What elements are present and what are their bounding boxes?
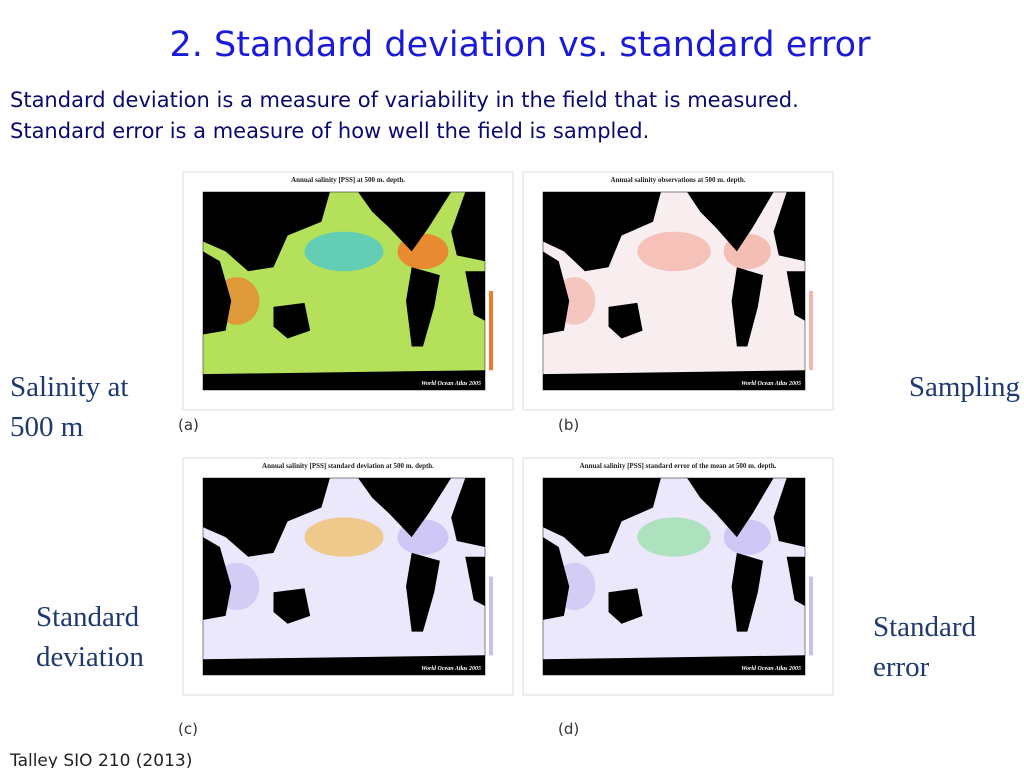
panel-label: 500 m (10, 411, 84, 443)
land (203, 537, 232, 620)
panel-letter: (a) (178, 416, 199, 434)
map-credit: World Ocean Atlas 2005 (741, 381, 801, 387)
ocean-feature (304, 517, 384, 557)
land (687, 192, 774, 252)
land (451, 478, 485, 547)
land (543, 478, 661, 557)
land (773, 192, 805, 262)
land (203, 192, 330, 272)
land (273, 588, 311, 624)
land (543, 192, 661, 272)
land (731, 267, 764, 347)
map-credit: World Ocean Atlas 2005 (741, 666, 801, 672)
land (203, 478, 330, 557)
land (773, 478, 805, 547)
body-text: Standard deviation is a measure of varia… (10, 88, 799, 112)
land (203, 655, 485, 675)
slide-title: 2. Standard deviation vs. standard error (170, 25, 872, 65)
panel-label: Salinity at (10, 371, 128, 403)
footer: Talley SIO 210 (2013) (9, 751, 192, 768)
map-legend (489, 576, 493, 656)
map-credit: World Ocean Atlas 2005 (421, 666, 481, 672)
land (731, 552, 764, 632)
ocean-feature (637, 231, 711, 272)
land (786, 556, 805, 607)
map-credit: World Ocean Atlas 2005 (421, 381, 481, 387)
map-title: Annual salinity [PSS] at 500 m. depth. (291, 176, 405, 184)
land (543, 655, 805, 675)
land (273, 302, 311, 339)
panel-label: Sampling (909, 371, 1020, 403)
land (406, 552, 440, 632)
ocean-feature (637, 517, 711, 557)
land (543, 251, 570, 335)
figure: Annual salinity [PSS] at 500 m. depth. Wo… (10, 171, 1020, 738)
map-legend (489, 291, 493, 371)
land (203, 251, 232, 335)
panel-letter: (d) (558, 720, 579, 738)
panel-label: Standard (873, 611, 977, 643)
land (543, 370, 805, 390)
land (608, 302, 643, 339)
panel-letter: (b) (558, 416, 579, 434)
land (465, 556, 485, 607)
map-title: Annual salinity observations at 500 m. d… (611, 176, 746, 184)
land (451, 192, 485, 262)
land (543, 537, 570, 620)
map-title: Annual salinity [PSS] standard deviation… (262, 462, 434, 470)
map-legend (809, 576, 813, 656)
land (786, 271, 805, 321)
land (203, 370, 485, 390)
map-legend (809, 291, 813, 371)
ocean-feature (304, 231, 384, 272)
land (358, 478, 452, 538)
land (687, 478, 774, 538)
panel-letter: (c) (178, 720, 198, 738)
land (358, 192, 452, 252)
land (406, 267, 440, 347)
land (608, 588, 643, 624)
panel-label: Standard (36, 601, 140, 633)
land (465, 271, 485, 321)
body-text: Standard error is a measure of how well … (10, 119, 649, 143)
map-title: Annual salinity [PSS] standard error of … (580, 462, 777, 470)
panel-label: error (873, 651, 930, 683)
panel-label: deviation (36, 641, 144, 673)
